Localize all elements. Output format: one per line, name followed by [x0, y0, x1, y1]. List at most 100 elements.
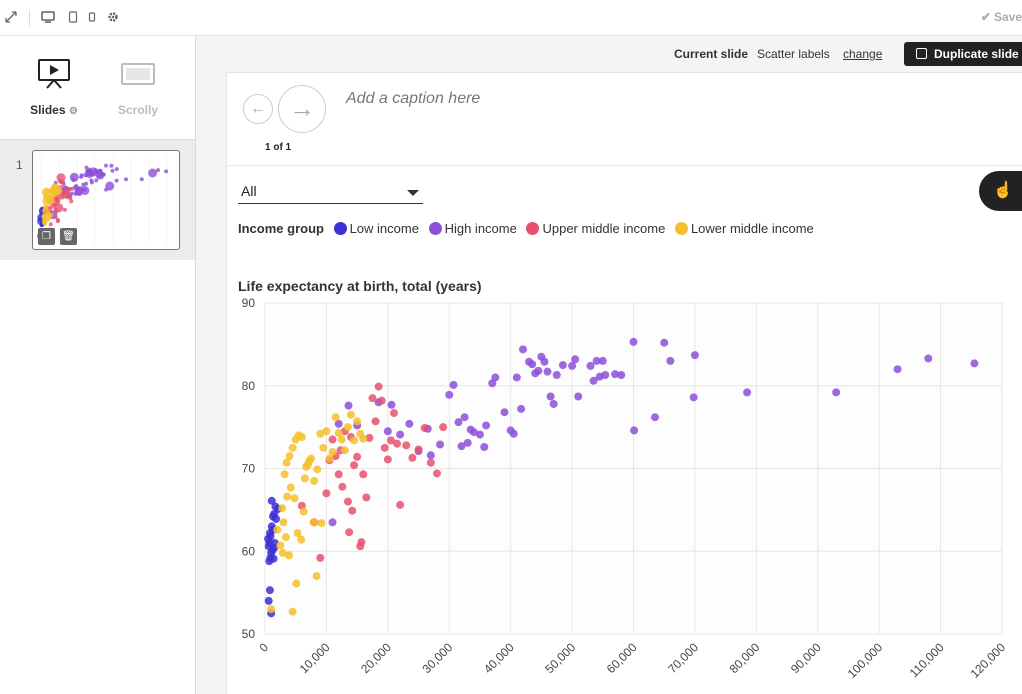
- data-point: [317, 519, 326, 528]
- mode-slides[interactable]: Slides ⚙: [19, 58, 89, 117]
- data-point: [325, 454, 334, 463]
- data-point: [571, 355, 580, 364]
- thumb-point: [84, 181, 89, 186]
- data-point: [265, 586, 274, 595]
- scrolly-icon: [120, 63, 156, 94]
- duplicate-slide-label: Duplicate slide: [934, 47, 1019, 61]
- data-point: [574, 392, 583, 401]
- thumb-point: [66, 192, 71, 197]
- slide-bar: Current slide Scatter labels change Dupl…: [196, 36, 1022, 72]
- duplicate-icon: [916, 48, 927, 59]
- data-point: [629, 337, 638, 346]
- slide-thumbnail-row[interactable]: 1 ❐ 🗑: [0, 140, 195, 260]
- data-point: [475, 430, 484, 439]
- data-point: [601, 370, 610, 379]
- delete-thumbnail-icon[interactable]: 🗑: [60, 228, 77, 245]
- legend-label: Upper middle income: [542, 221, 666, 236]
- thumb-point: [56, 199, 61, 204]
- thumb-point: [84, 165, 89, 170]
- data-point: [630, 426, 639, 435]
- data-point: [893, 365, 902, 374]
- slide-number: 1: [16, 158, 23, 172]
- x-tick-label: 20,000: [358, 640, 394, 676]
- data-point: [449, 380, 458, 389]
- legend-item-low-income[interactable]: Low income: [333, 221, 419, 236]
- data-point: [586, 361, 595, 370]
- x-tick-label: 80,000: [727, 640, 763, 676]
- caption-input[interactable]: Add a caption here: [346, 90, 481, 107]
- legend-item-upper-middle-income[interactable]: Upper middle income: [526, 221, 665, 236]
- data-point: [328, 518, 337, 527]
- prev-slide-button[interactable]: ←: [243, 94, 273, 124]
- mode-scrolly[interactable]: Scrolly: [103, 58, 173, 117]
- data-point: [445, 390, 454, 399]
- data-point: [359, 470, 368, 479]
- legend-item-high-income[interactable]: High income: [428, 221, 517, 236]
- data-point: [690, 351, 699, 360]
- data-point: [357, 538, 366, 547]
- duplicate-thumbnail-icon[interactable]: ❐: [38, 228, 55, 245]
- data-point: [348, 506, 357, 515]
- data-point: [405, 419, 414, 428]
- thumb-point: [56, 218, 61, 223]
- data-point: [331, 413, 340, 422]
- data-point: [353, 417, 362, 426]
- data-point: [334, 419, 343, 428]
- change-link[interactable]: change: [843, 47, 883, 61]
- data-point: [283, 492, 292, 501]
- thumb-point: [80, 186, 90, 196]
- slides-settings-icon[interactable]: ⚙: [68, 106, 78, 117]
- data-point: [383, 427, 392, 436]
- save-button[interactable]: ✔ Save: [981, 10, 1022, 24]
- data-point: [272, 514, 281, 523]
- thumb-point: [42, 220, 47, 225]
- thumb-point: [89, 180, 94, 185]
- data-point: [650, 413, 659, 422]
- data-point: [396, 500, 405, 509]
- x-tick-label: 120,000: [968, 640, 1009, 681]
- data-point: [666, 356, 675, 365]
- data-point: [344, 401, 353, 410]
- gear-icon[interactable]: [106, 11, 120, 25]
- expand-icon[interactable]: [4, 11, 18, 25]
- legend-item-lower-middle-income[interactable]: Lower middle income: [674, 221, 814, 236]
- legend-dot: [428, 222, 442, 235]
- arrow-left-icon: ←: [250, 100, 266, 117]
- desktop-icon[interactable]: [41, 11, 55, 25]
- duplicate-slide-button[interactable]: Duplicate slide: [904, 42, 1022, 66]
- data-point: [377, 396, 386, 405]
- mobile-icon[interactable]: [85, 11, 99, 25]
- data-point: [300, 474, 309, 483]
- data-point: [334, 428, 343, 437]
- data-point: [482, 421, 491, 430]
- data-point: [359, 434, 368, 443]
- thumb-point: [56, 189, 61, 194]
- data-point: [617, 370, 626, 379]
- top-toolbar: ✔ Save: [0, 0, 1022, 36]
- legend-dot: [333, 222, 347, 235]
- data-point: [265, 538, 274, 547]
- data-point: [660, 338, 669, 347]
- current-slide-label: Current slide: [674, 47, 749, 61]
- slide-thumbnail[interactable]: ❐ 🗑: [32, 150, 180, 250]
- x-tick-label: 70,000: [665, 640, 701, 676]
- data-point: [380, 443, 389, 452]
- data-point: [500, 408, 509, 417]
- data-point: [312, 572, 321, 581]
- thumb-point: [94, 178, 99, 183]
- data-point: [266, 532, 275, 541]
- data-point: [286, 483, 295, 492]
- data-point: [285, 452, 294, 461]
- data-point: [546, 392, 555, 401]
- mode-scrolly-label: Scrolly: [117, 103, 159, 117]
- y-tick-label: 90: [242, 298, 256, 310]
- thumb-point: [101, 172, 106, 177]
- next-slide-button[interactable]: →: [278, 85, 326, 133]
- data-point: [293, 529, 302, 538]
- x-tick-label: 60,000: [604, 640, 640, 676]
- edit-button[interactable]: ☝: [979, 171, 1022, 211]
- data-point: [540, 357, 549, 366]
- tablet-icon[interactable]: [66, 11, 80, 25]
- thumb-point: [48, 222, 53, 227]
- income-filter-select[interactable]: All: [238, 180, 423, 204]
